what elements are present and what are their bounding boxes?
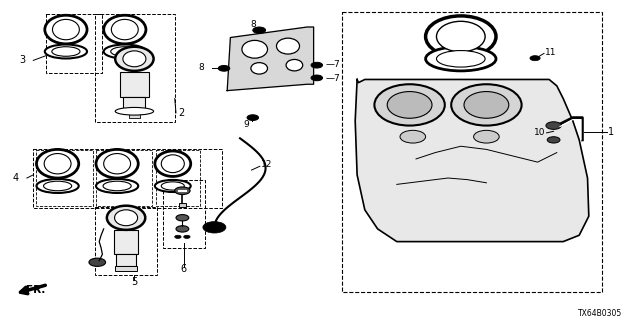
Text: 8: 8	[198, 63, 204, 72]
Circle shape	[175, 187, 190, 195]
Ellipse shape	[52, 20, 79, 40]
Polygon shape	[355, 79, 589, 242]
Text: 3: 3	[19, 55, 26, 65]
Ellipse shape	[464, 92, 509, 118]
Bar	[120, 72, 149, 97]
Text: —7: —7	[325, 74, 340, 83]
Ellipse shape	[155, 180, 191, 192]
Ellipse shape	[104, 154, 131, 174]
Ellipse shape	[436, 21, 485, 52]
Text: TX64B0305: TX64B0305	[578, 309, 622, 318]
Ellipse shape	[45, 15, 87, 44]
Bar	[96, 150, 152, 206]
Circle shape	[203, 221, 226, 233]
Bar	[156, 150, 200, 206]
Circle shape	[175, 235, 181, 238]
Bar	[342, 12, 602, 292]
Text: 6: 6	[180, 264, 187, 274]
Circle shape	[176, 215, 189, 221]
Ellipse shape	[96, 179, 138, 193]
Ellipse shape	[44, 181, 72, 191]
Text: 8: 8	[250, 20, 255, 29]
Text: 12: 12	[261, 160, 273, 169]
Ellipse shape	[103, 181, 131, 191]
Text: 11: 11	[545, 48, 557, 57]
Circle shape	[253, 27, 266, 33]
Bar	[123, 97, 145, 111]
Ellipse shape	[115, 47, 154, 71]
Ellipse shape	[111, 20, 138, 40]
Bar	[114, 230, 138, 254]
Bar	[116, 254, 136, 266]
Ellipse shape	[115, 108, 154, 115]
Ellipse shape	[115, 210, 138, 226]
Bar	[36, 150, 93, 206]
Ellipse shape	[387, 92, 432, 118]
Ellipse shape	[45, 44, 87, 59]
Bar	[129, 114, 140, 118]
Ellipse shape	[374, 84, 445, 125]
Circle shape	[176, 226, 189, 232]
Ellipse shape	[104, 15, 146, 44]
Ellipse shape	[123, 51, 146, 67]
Circle shape	[247, 115, 259, 121]
Ellipse shape	[451, 84, 522, 125]
Text: —7: —7	[325, 60, 340, 69]
Circle shape	[89, 258, 106, 266]
Ellipse shape	[426, 47, 496, 71]
Text: 1: 1	[608, 127, 614, 137]
Text: 4: 4	[13, 173, 19, 183]
Bar	[33, 149, 222, 208]
Text: FR.: FR.	[26, 285, 45, 295]
Ellipse shape	[242, 40, 268, 58]
Ellipse shape	[36, 179, 79, 193]
Circle shape	[474, 130, 499, 143]
Ellipse shape	[111, 47, 139, 56]
Ellipse shape	[436, 51, 485, 67]
Circle shape	[547, 137, 560, 143]
Ellipse shape	[155, 151, 191, 176]
Polygon shape	[227, 27, 314, 91]
Bar	[95, 207, 157, 275]
Circle shape	[311, 62, 323, 68]
Circle shape	[218, 66, 230, 71]
Bar	[46, 14, 102, 73]
Text: 2: 2	[178, 108, 184, 118]
Ellipse shape	[276, 38, 300, 54]
Ellipse shape	[286, 60, 303, 71]
Circle shape	[400, 130, 426, 143]
Ellipse shape	[52, 47, 80, 56]
Ellipse shape	[161, 155, 184, 172]
Ellipse shape	[251, 63, 268, 74]
Circle shape	[546, 122, 561, 129]
Ellipse shape	[107, 206, 145, 230]
Ellipse shape	[104, 44, 146, 59]
Ellipse shape	[161, 182, 184, 190]
Ellipse shape	[36, 149, 79, 178]
Bar	[179, 204, 186, 207]
Bar	[95, 14, 175, 122]
Bar	[163, 180, 205, 248]
Ellipse shape	[96, 149, 138, 178]
Circle shape	[184, 235, 190, 238]
Text: 10: 10	[534, 128, 545, 137]
Text: 9: 9	[243, 120, 249, 129]
Ellipse shape	[426, 16, 496, 57]
Circle shape	[530, 56, 540, 61]
Text: 5: 5	[131, 277, 138, 287]
Circle shape	[311, 75, 323, 81]
Ellipse shape	[44, 154, 71, 174]
Bar	[115, 266, 137, 270]
